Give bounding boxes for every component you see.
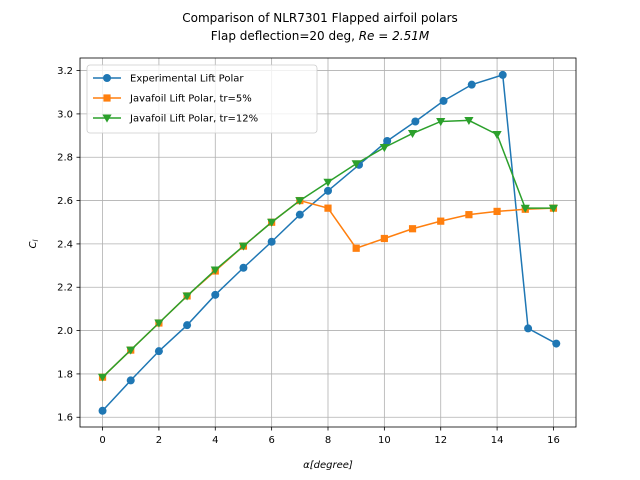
data-point [295, 197, 305, 206]
y-tick-label: 2.0 [57, 326, 73, 337]
data-point [98, 406, 107, 415]
chart-title-line2-math: Re = 2.51M [359, 29, 430, 43]
x-tick-label: 8 [325, 435, 331, 446]
data-point [267, 218, 277, 227]
legend-entry: Javafoil Lift Polar, tr=12% [93, 114, 258, 125]
x-tick-label: 2 [156, 435, 162, 446]
legend-marker [103, 74, 111, 82]
x-tick-label: 4 [212, 435, 218, 446]
legend-marker [103, 94, 111, 102]
data-point [154, 347, 163, 356]
y-axis-label-main: C [28, 241, 39, 248]
data-point [323, 178, 333, 187]
data-point [352, 244, 360, 252]
data-point [238, 242, 249, 251]
data-point [126, 346, 136, 355]
data-point [520, 204, 530, 213]
x-tick-label: 10 [378, 435, 391, 446]
data-point [324, 186, 332, 195]
data-point [464, 116, 474, 126]
data-point [324, 204, 332, 212]
data-point [379, 144, 389, 153]
data-point [436, 118, 446, 127]
legend-label: Javafoil Lift Polar, tr=5% [129, 94, 252, 105]
y-axis-label-sub: l [32, 239, 40, 241]
data-point [467, 80, 476, 89]
y-axis-label: Cl [28, 239, 40, 248]
data-point [408, 225, 417, 233]
data-point [154, 319, 164, 328]
x-tick-label: 16 [547, 435, 560, 446]
x-tick-label: 6 [268, 435, 274, 446]
data-point [437, 217, 445, 225]
data-point [498, 70, 507, 79]
data-point [411, 117, 420, 126]
data-point [267, 237, 276, 246]
y-tick-label: 2.8 [57, 153, 73, 164]
y-tick-label: 2.2 [57, 283, 73, 294]
legend-label: Javafoil Lift Polar, tr=12% [129, 114, 258, 125]
data-point [239, 263, 248, 272]
data-point [380, 234, 388, 243]
series-1 [98, 70, 561, 415]
data-point [439, 96, 448, 105]
data-point [210, 266, 220, 275]
data-point [182, 292, 192, 301]
data-point [383, 136, 392, 145]
data-point [97, 373, 108, 382]
legend: Experimental Lift Polar Javafoil Lift Pol… [86, 64, 318, 134]
legend-label: Experimental Lift Polar [130, 74, 244, 85]
data-point [465, 211, 473, 219]
x-tick-label: 12 [434, 435, 447, 446]
x-tick-label: 0 [99, 435, 105, 446]
ticks: 0 2 4 6 8 10 12 14 16 1.6 1.8 2.0 2.2 2.4 2.6 2.8 3.0 3.2 [57, 66, 560, 446]
chart-title-line2: Flap deflection=20 deg, Re = 2.51M [211, 29, 430, 43]
y-tick-label: 3.2 [57, 66, 73, 77]
legend-box [86, 64, 318, 134]
y-tick-label: 2.6 [57, 196, 73, 207]
y-tick-label: 1.8 [57, 369, 73, 380]
x-tick-label: 14 [491, 435, 504, 446]
series-layer [97, 70, 561, 415]
data-point [493, 207, 501, 216]
data-point [407, 129, 418, 139]
data-point [211, 290, 220, 299]
legend-entry: Experimental Lift Polar [93, 74, 244, 85]
y-tick-label: 3.0 [57, 109, 73, 120]
x-axis-label: α[degree] [303, 460, 353, 471]
chart-title-line2-prefix: Flap deflection=20 deg, [211, 29, 359, 43]
series-3 [97, 116, 559, 382]
data-point [492, 131, 502, 140]
legend-marker [102, 114, 112, 123]
data-point [295, 210, 304, 219]
data-point [126, 376, 135, 385]
data-point [548, 204, 559, 213]
chart-title-line1: Comparison of NLR7301 Flapped airfoil po… [182, 11, 458, 25]
y-tick-label: 1.6 [57, 413, 73, 424]
data-point [351, 160, 361, 169]
legend-entry: Javafoil Lift Polar, tr=5% [93, 94, 252, 105]
data-point [552, 339, 561, 348]
y-tick-label: 2.4 [57, 239, 73, 250]
data-point [183, 321, 192, 330]
data-point [524, 324, 533, 333]
